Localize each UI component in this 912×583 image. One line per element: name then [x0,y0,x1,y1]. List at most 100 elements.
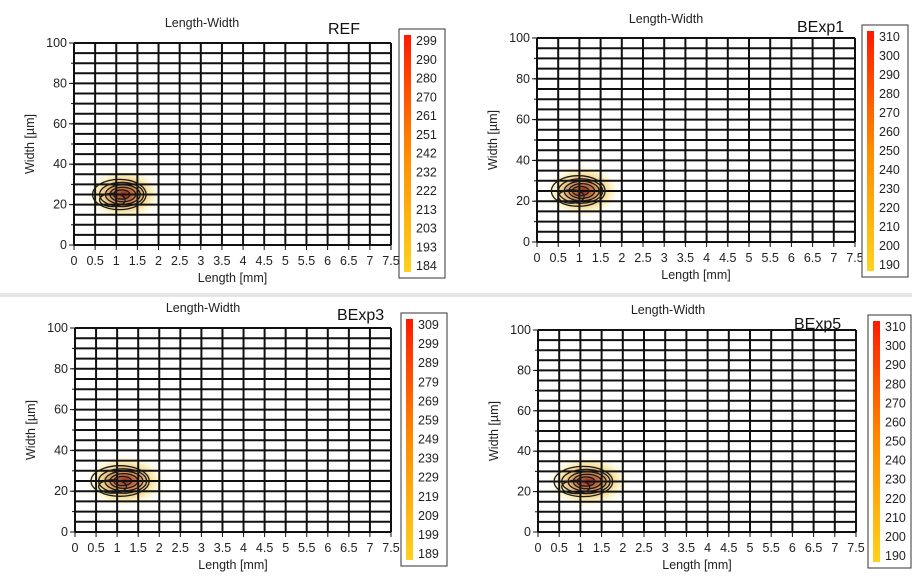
colorbar-label: 190 [879,258,900,272]
x-tick-label: 3.5 [214,541,231,555]
contour-line [553,465,614,498]
chart-title: Length-Width [629,12,703,26]
x-tick-label: 3 [662,541,669,555]
colorbar-label: 193 [416,240,437,254]
x-tick-label: 7.5 [847,541,864,555]
colorbar-label: 249 [418,433,439,447]
colorbar-label: 213 [416,203,437,217]
x-tick-label: 6 [324,254,331,268]
x-tick-label: 6 [324,541,331,555]
chart-panel-3: Length-Width BExp3 0 20 40 60 80 100 0 0.5 1 1.5 2 2.… [24,301,448,572]
contour-line [97,479,128,494]
panel-tag: REF [328,21,360,38]
grid [74,327,392,533]
colorbar: 310 300 290 280 270 260 250 240 230 220 210 200 190 [861,24,909,278]
chart-title: Length-Width [631,303,705,317]
colorbar-label: 210 [879,220,900,234]
y-tick-label: 40 [516,153,530,167]
contour-line [557,189,585,204]
x-tick-label: 1.5 [592,251,609,265]
x-tick-label: 6.5 [340,254,357,268]
x-tick-label: 4.5 [720,541,737,555]
x-tick-label: 1.5 [593,541,610,555]
y-axis-title: Width [µm] [487,401,501,461]
contour-group [90,465,150,497]
colorbar-label: 280 [885,377,906,391]
y-tick-label: 20 [517,485,531,499]
y-tick-label: 60 [517,404,531,418]
colorbar-label: 289 [418,356,439,370]
x-tick-label: 5 [746,251,753,265]
contour-line [561,468,611,495]
x-tick-label: 5.5 [762,251,779,265]
y-tick-label: 20 [54,484,68,498]
colorbar-label: 240 [885,454,906,468]
contour-line [568,183,596,199]
colorbar-label: 260 [879,125,900,139]
colorbar-label: 232 [416,165,437,179]
colorbar-label: 229 [418,471,439,485]
colorbar-label: 261 [416,109,437,123]
x-tick-label: 3.5 [678,541,695,555]
colorbar-label: 220 [879,201,900,215]
x-tick-label: 6.5 [805,541,822,555]
y-tick-label: 20 [53,198,67,212]
x-axis-title: Length [mm] [662,558,731,572]
x-tick-label: 5.5 [298,254,315,268]
colorbar-label: 239 [418,452,439,466]
x-axis-title: Length [mm] [198,558,267,572]
chart-panel-4: Length-Width BExp5 0 20 40 60 80 100 0 0.5 1 1.5 2 2.… [487,303,912,572]
y-tick-label: 0 [61,525,68,539]
x-tick-label: 5 [282,541,289,555]
colorbar-label: 290 [885,358,906,372]
panel-tag: BExp3 [337,307,384,324]
x-tick-label: 7.5 [846,251,863,265]
y-axis-title: Width [µm] [23,114,37,174]
x-tick-label: 1.5 [130,541,147,555]
x-tick-label: 4 [240,254,247,268]
colorbar: 299 290 280 270 261 251 242 232 222 213 203 193 184 [398,28,446,279]
x-tick-label: 1 [577,541,584,555]
colorbar-label: 209 [418,509,439,523]
x-axis-title: Length [mm] [198,271,267,285]
colorbar-label: 310 [879,30,900,44]
colorbar-label: 200 [885,530,906,544]
x-tick-label: 2 [618,251,625,265]
colorbar-label: 309 [418,318,439,332]
y-tick-label: 100 [47,321,68,335]
colorbar-label: 240 [879,163,900,177]
x-tick-label: 5.5 [298,541,315,555]
x-tick-label: 0.5 [550,251,567,265]
colorbar: 310 300 290 280 270 260 250 240 230 220 210 200 190 [867,314,912,569]
colorbar-label: 299 [416,34,437,48]
panel-tag: BExp1 [797,19,844,36]
colorbar-label: 242 [416,147,437,161]
colorbar-label: 300 [879,49,900,63]
panel-tag: BExp5 [794,316,841,333]
x-tick-label: 6 [789,541,796,555]
colorbar-label: 270 [885,396,906,410]
contour-line [112,189,131,200]
contour-line [91,178,147,211]
x-tick-label: 4 [240,541,247,555]
x-tick-label: 4.5 [256,541,273,555]
x-tick-label: 1.5 [129,254,146,268]
y-tick-label: 40 [517,444,531,458]
contour-group [550,175,606,207]
x-tick-label: 2.5 [635,541,652,555]
colorbar-label: 250 [885,435,906,449]
grid [536,37,856,243]
y-tick-label: 60 [53,117,67,131]
colorbar-label: 279 [418,375,439,389]
colorbar-gradient [867,31,874,271]
colorbar-gradient [404,35,411,272]
x-tick-label: 2 [619,541,626,555]
x-tick-label: 0.5 [551,541,568,555]
x-tick-label: 3 [198,541,205,555]
x-tick-label: 3.5 [677,251,694,265]
contour-line [113,475,133,487]
colorbar-gradient [873,321,880,562]
colorbar-label: 230 [879,182,900,196]
x-tick-label: 2 [156,541,163,555]
x-tick-label: 5 [747,541,754,555]
